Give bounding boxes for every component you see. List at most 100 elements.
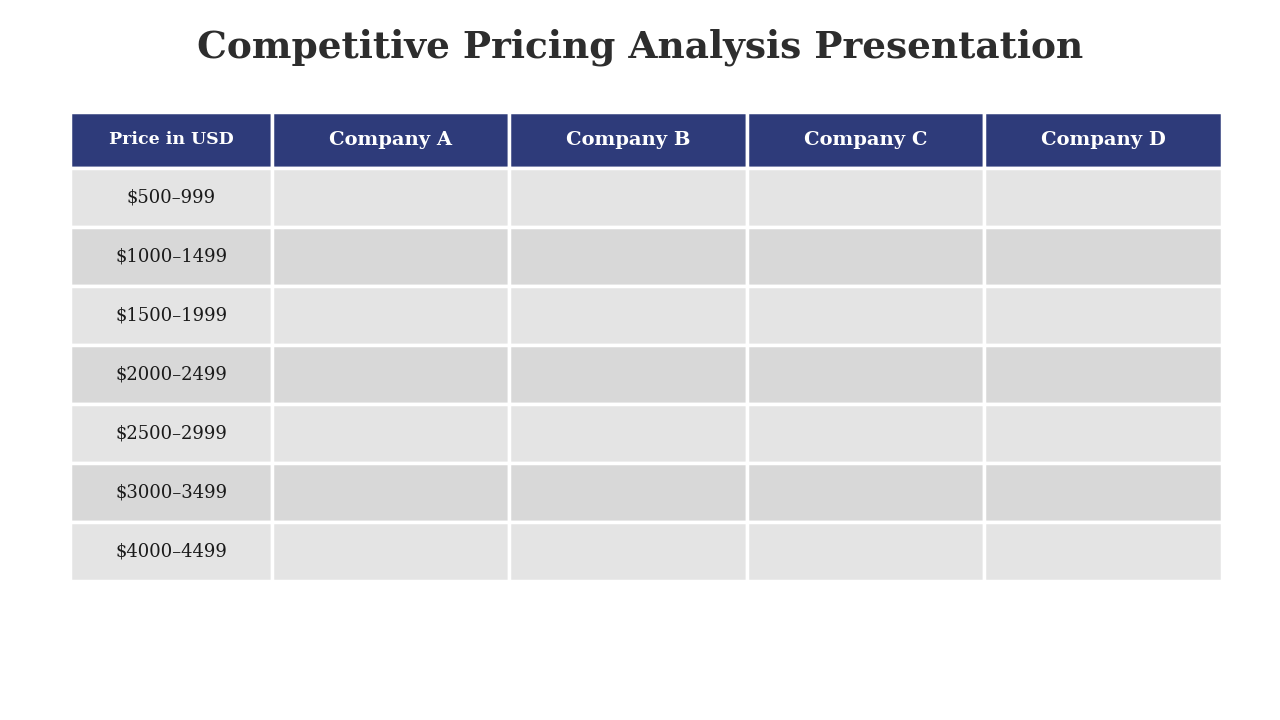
Polygon shape	[855, 423, 876, 444]
Polygon shape	[1085, 474, 1121, 510]
Polygon shape	[618, 187, 639, 207]
Text: 0.4%: 0.4%	[612, 427, 644, 440]
Polygon shape	[390, 238, 408, 269]
Polygon shape	[380, 246, 401, 266]
Polygon shape	[628, 297, 639, 307]
Polygon shape	[855, 482, 876, 503]
Text: $1500–1999: $1500–1999	[115, 306, 228, 324]
Polygon shape	[618, 187, 639, 207]
Polygon shape	[1093, 364, 1114, 384]
Polygon shape	[618, 246, 639, 266]
Polygon shape	[611, 179, 645, 215]
Polygon shape	[855, 541, 876, 562]
Text: 0.8%: 0.8%	[1087, 545, 1119, 558]
Polygon shape	[1085, 415, 1121, 451]
Text: 37.1%: 37.1%	[1083, 250, 1123, 263]
Polygon shape	[847, 297, 883, 333]
Text: 10.6%: 10.6%	[608, 309, 648, 322]
Polygon shape	[1085, 297, 1121, 333]
Polygon shape	[1103, 356, 1121, 377]
Polygon shape	[1093, 364, 1114, 384]
Polygon shape	[618, 364, 639, 384]
Polygon shape	[1093, 305, 1114, 325]
Polygon shape	[847, 415, 883, 451]
Text: 0.6%: 0.6%	[375, 486, 407, 499]
Polygon shape	[611, 415, 645, 451]
Polygon shape	[626, 238, 645, 274]
Polygon shape	[855, 423, 876, 444]
Text: $500–999: $500–999	[127, 188, 216, 206]
Polygon shape	[1085, 238, 1121, 274]
Polygon shape	[618, 364, 639, 384]
Polygon shape	[372, 179, 408, 215]
Polygon shape	[380, 305, 401, 325]
Text: 0.1%: 0.1%	[850, 545, 881, 558]
Polygon shape	[855, 187, 876, 207]
Text: 2.5%: 2.5%	[612, 368, 644, 381]
Polygon shape	[1103, 297, 1121, 316]
Polygon shape	[855, 364, 876, 384]
Polygon shape	[390, 297, 393, 305]
Text: Company B: Company B	[566, 131, 690, 149]
Text: 1%: 1%	[380, 368, 401, 381]
Polygon shape	[1103, 179, 1108, 187]
Polygon shape	[381, 179, 408, 215]
Polygon shape	[1093, 246, 1114, 266]
Text: 34.5%: 34.5%	[608, 191, 648, 204]
Polygon shape	[865, 415, 869, 423]
Polygon shape	[865, 297, 879, 309]
Polygon shape	[860, 238, 883, 274]
Text: 3.1%: 3.1%	[850, 427, 881, 440]
Text: $4000–4499: $4000–4499	[115, 543, 227, 561]
Polygon shape	[1093, 187, 1114, 207]
Polygon shape	[1093, 187, 1114, 207]
Text: Company A: Company A	[329, 131, 452, 149]
Polygon shape	[855, 187, 876, 207]
Polygon shape	[1085, 534, 1121, 570]
Polygon shape	[865, 179, 883, 195]
Text: 0.6%: 0.6%	[850, 486, 881, 499]
Polygon shape	[855, 305, 876, 325]
Polygon shape	[380, 482, 401, 503]
Polygon shape	[847, 179, 883, 215]
Polygon shape	[1085, 356, 1121, 392]
Polygon shape	[618, 305, 639, 325]
Polygon shape	[380, 423, 401, 444]
Text: Company C: Company C	[804, 131, 927, 149]
Polygon shape	[847, 238, 883, 274]
Polygon shape	[1085, 179, 1121, 215]
Polygon shape	[618, 305, 639, 325]
Polygon shape	[865, 356, 870, 364]
Polygon shape	[847, 534, 883, 570]
Polygon shape	[1093, 305, 1114, 325]
Text: 2.2%: 2.2%	[375, 309, 407, 322]
Polygon shape	[1103, 415, 1107, 423]
Text: 21.6%: 21.6%	[845, 191, 886, 204]
Polygon shape	[380, 482, 401, 503]
Polygon shape	[855, 246, 876, 266]
Polygon shape	[1093, 246, 1114, 266]
Polygon shape	[855, 246, 876, 266]
Polygon shape	[1093, 541, 1114, 562]
Polygon shape	[380, 364, 401, 384]
Text: $2000–2499: $2000–2499	[115, 366, 227, 383]
Polygon shape	[628, 179, 645, 207]
Text: 52%: 52%	[614, 250, 641, 263]
Text: 1.1%: 1.1%	[1087, 486, 1119, 499]
Text: 4.9%: 4.9%	[1087, 191, 1119, 204]
Polygon shape	[372, 356, 408, 392]
Polygon shape	[1093, 482, 1114, 503]
Text: 0.3%: 0.3%	[375, 427, 407, 440]
Polygon shape	[1093, 423, 1114, 444]
Polygon shape	[611, 238, 645, 274]
Text: Company D: Company D	[1041, 131, 1166, 149]
Text: 26.7%: 26.7%	[1083, 368, 1123, 381]
Text: 55.2%: 55.2%	[846, 250, 884, 263]
Polygon shape	[611, 297, 645, 333]
Polygon shape	[380, 187, 401, 207]
Text: 4.9%: 4.9%	[850, 368, 881, 381]
Polygon shape	[380, 541, 401, 562]
Polygon shape	[380, 364, 401, 384]
Text: Price in USD: Price in USD	[109, 131, 233, 148]
Polygon shape	[611, 356, 645, 392]
